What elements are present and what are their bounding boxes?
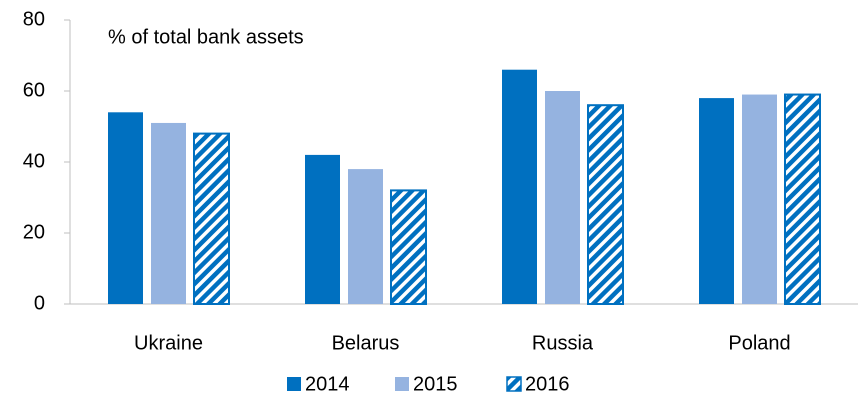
x-tick-label: Poland bbox=[728, 332, 790, 354]
x-tick-label: Russia bbox=[532, 332, 594, 354]
y-tick-label: 80 bbox=[23, 8, 45, 30]
bar bbox=[390, 189, 427, 305]
legend-label: 2014 bbox=[305, 373, 350, 395]
bar bbox=[305, 154, 340, 304]
bar bbox=[108, 112, 143, 304]
x-tick-label: Belarus bbox=[332, 332, 400, 354]
legend-label: 2016 bbox=[525, 373, 570, 395]
y-tick-label: 60 bbox=[23, 79, 45, 101]
legend-label: 2015 bbox=[413, 373, 458, 395]
bar bbox=[587, 104, 624, 305]
bar bbox=[193, 132, 230, 305]
y-tick-label: 0 bbox=[34, 292, 45, 314]
legend-swatch bbox=[287, 377, 301, 391]
bar bbox=[151, 122, 186, 304]
chart-subtitle: % of total bank assets bbox=[108, 26, 304, 48]
y-tick-label: 40 bbox=[23, 150, 45, 172]
bar bbox=[502, 69, 537, 304]
bar bbox=[699, 98, 734, 304]
bar bbox=[742, 94, 777, 304]
y-tick-label: 20 bbox=[23, 221, 45, 243]
bar bbox=[348, 169, 383, 304]
legend-swatch bbox=[395, 377, 409, 391]
x-tick-label: Ukraine bbox=[134, 332, 203, 354]
bar bbox=[784, 93, 821, 305]
legend-swatch bbox=[506, 376, 522, 392]
bar bbox=[545, 91, 580, 304]
